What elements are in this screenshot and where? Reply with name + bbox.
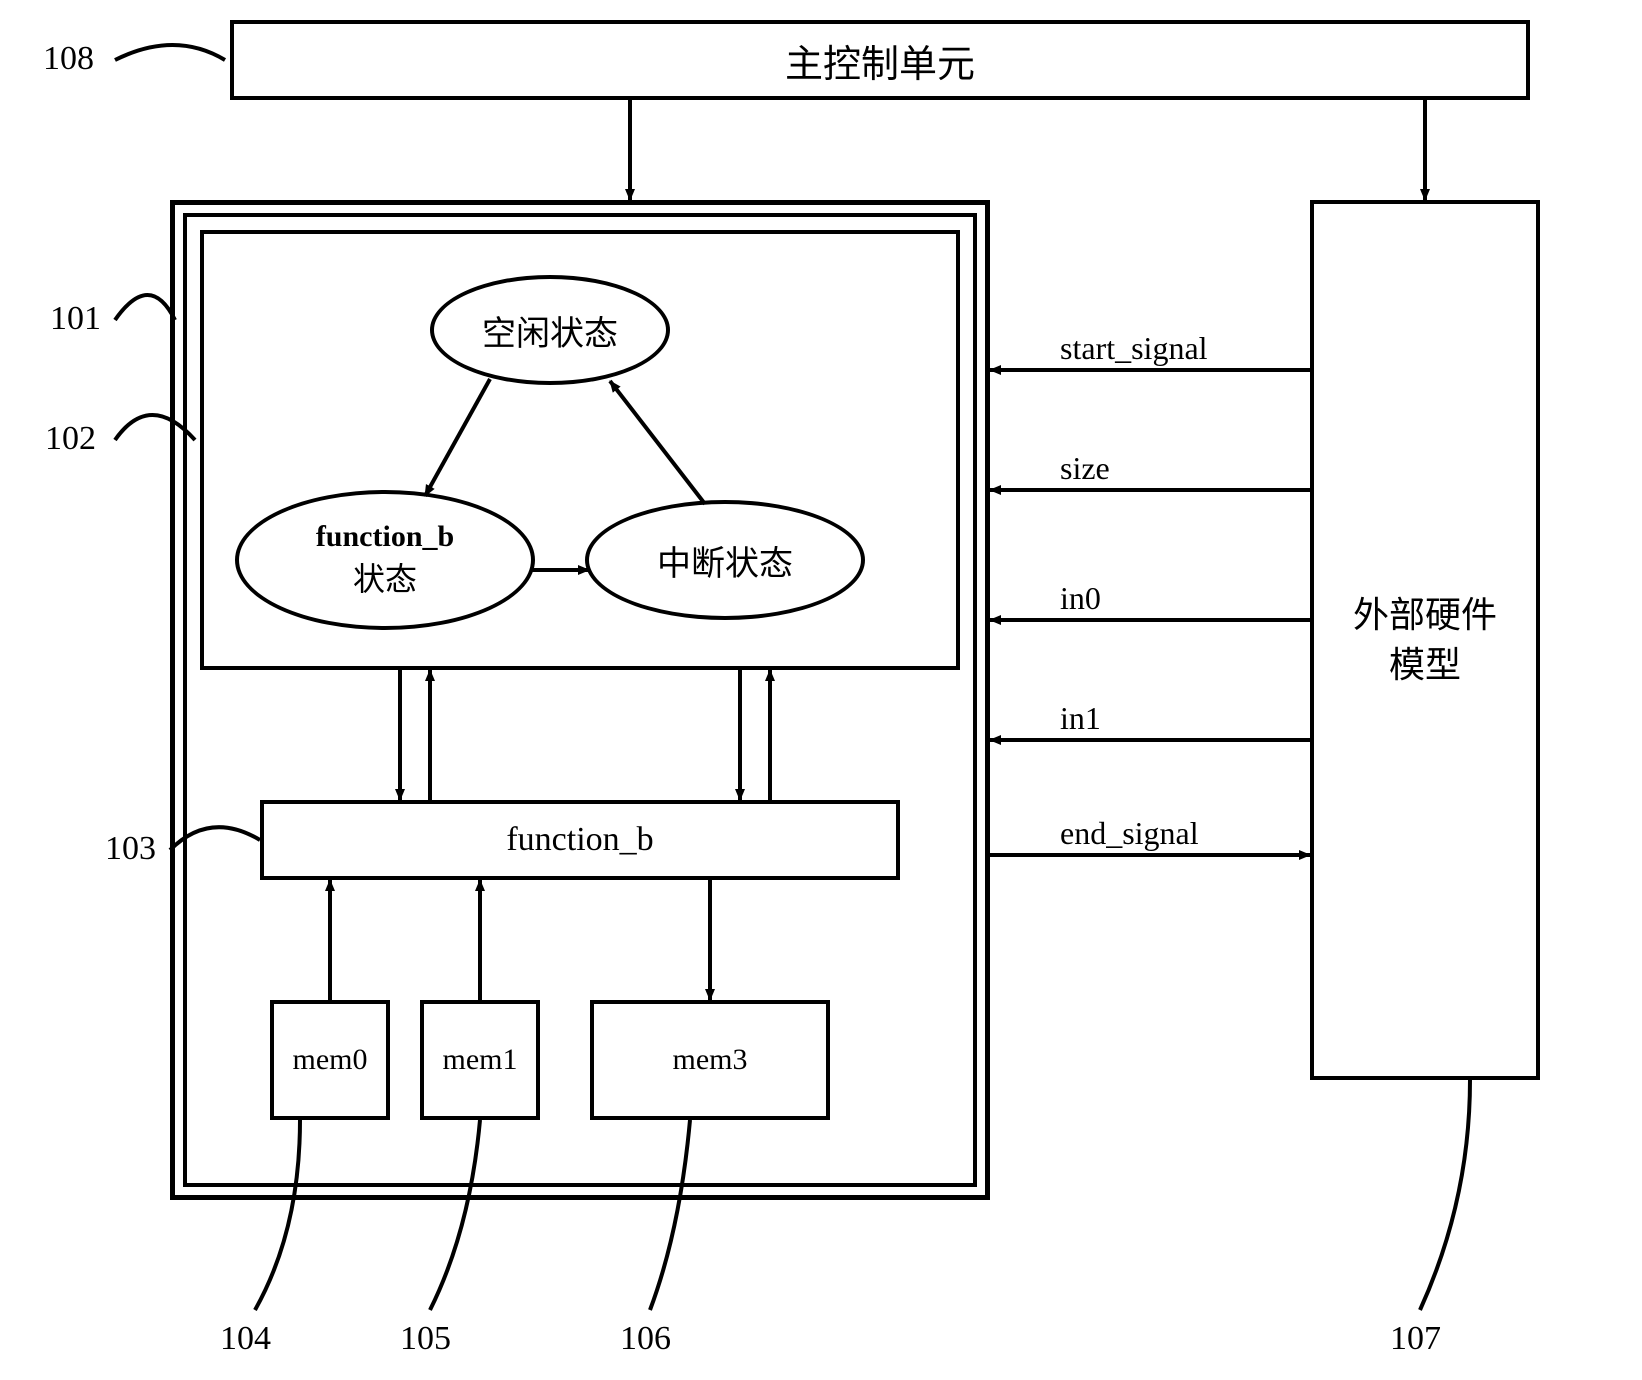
function-b-label: function_b [506, 821, 653, 859]
ref-108: 108 [43, 40, 94, 78]
signal-start-label: start_signal [1060, 330, 1208, 367]
ref-102: 102 [45, 420, 96, 458]
ref-106: 106 [620, 1320, 671, 1358]
mem1-label: mem1 [443, 1043, 518, 1077]
ref-105: 105 [400, 1320, 451, 1358]
ref-107: 107 [1390, 1320, 1441, 1358]
main-control-unit-box: 主控制单元 [230, 20, 1530, 100]
signal-size-label: size [1060, 450, 1110, 487]
main-control-label: 主控制单元 [785, 33, 975, 88]
ref-104: 104 [220, 1320, 271, 1358]
signal-in1-label: in1 [1060, 700, 1101, 737]
mem3-block: mem3 [590, 1000, 830, 1120]
state-idle-label: 空闲状态 [482, 306, 618, 355]
mem0-label: mem0 [293, 1043, 368, 1077]
ext-hw-label-top: 外部硬件 [1353, 590, 1497, 640]
external-hardware-box: 外部硬件 模型 [1310, 200, 1540, 1080]
state-funcb-label-bot: 状态 [316, 554, 454, 600]
state-interrupt-oval: 中断状态 [585, 500, 865, 620]
state-function-b-oval: function_b 状态 [235, 490, 535, 630]
state-funcb-label-top: function_b [316, 520, 454, 554]
mem0-block: mem0 [270, 1000, 390, 1120]
signal-end-label: end_signal [1060, 815, 1199, 852]
function-b-block: function_b [260, 800, 900, 880]
ext-hw-label-bot: 模型 [1353, 640, 1497, 690]
signal-in0-label: in0 [1060, 580, 1101, 617]
state-int-label: 中断状态 [657, 536, 793, 585]
mem1-block: mem1 [420, 1000, 540, 1120]
mem3-label: mem3 [673, 1043, 748, 1077]
ref-101: 101 [50, 300, 101, 338]
state-idle-oval: 空闲状态 [430, 275, 670, 385]
ref-103: 103 [105, 830, 156, 868]
